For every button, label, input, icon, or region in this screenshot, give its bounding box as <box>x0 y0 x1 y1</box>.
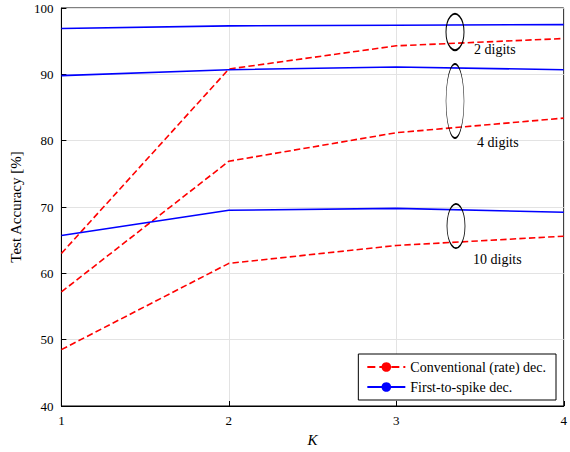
svg-text:4: 4 <box>561 413 568 428</box>
svg-text:50: 50 <box>40 332 53 347</box>
svg-text:2: 2 <box>226 413 233 428</box>
svg-text:40: 40 <box>40 399 53 414</box>
svg-text:60: 60 <box>40 266 53 281</box>
svg-text:3: 3 <box>393 413 400 428</box>
svg-text:1: 1 <box>58 413 65 428</box>
svg-text:Test Accuracy [%]: Test Accuracy [%] <box>8 151 24 262</box>
svg-text:90: 90 <box>40 67 53 82</box>
svg-text:First-to-spike dec.: First-to-spike dec. <box>410 380 512 395</box>
svg-text:K: K <box>307 432 319 448</box>
svg-text:70: 70 <box>40 200 53 215</box>
svg-text:100: 100 <box>34 1 54 16</box>
svg-text:2 digits: 2 digits <box>474 42 516 57</box>
svg-text:10 digits: 10 digits <box>473 252 522 267</box>
svg-text:80: 80 <box>40 133 53 148</box>
svg-text:4 digits: 4 digits <box>477 135 519 150</box>
svg-text:Conventional (rate) dec.: Conventional (rate) dec. <box>410 360 546 376</box>
